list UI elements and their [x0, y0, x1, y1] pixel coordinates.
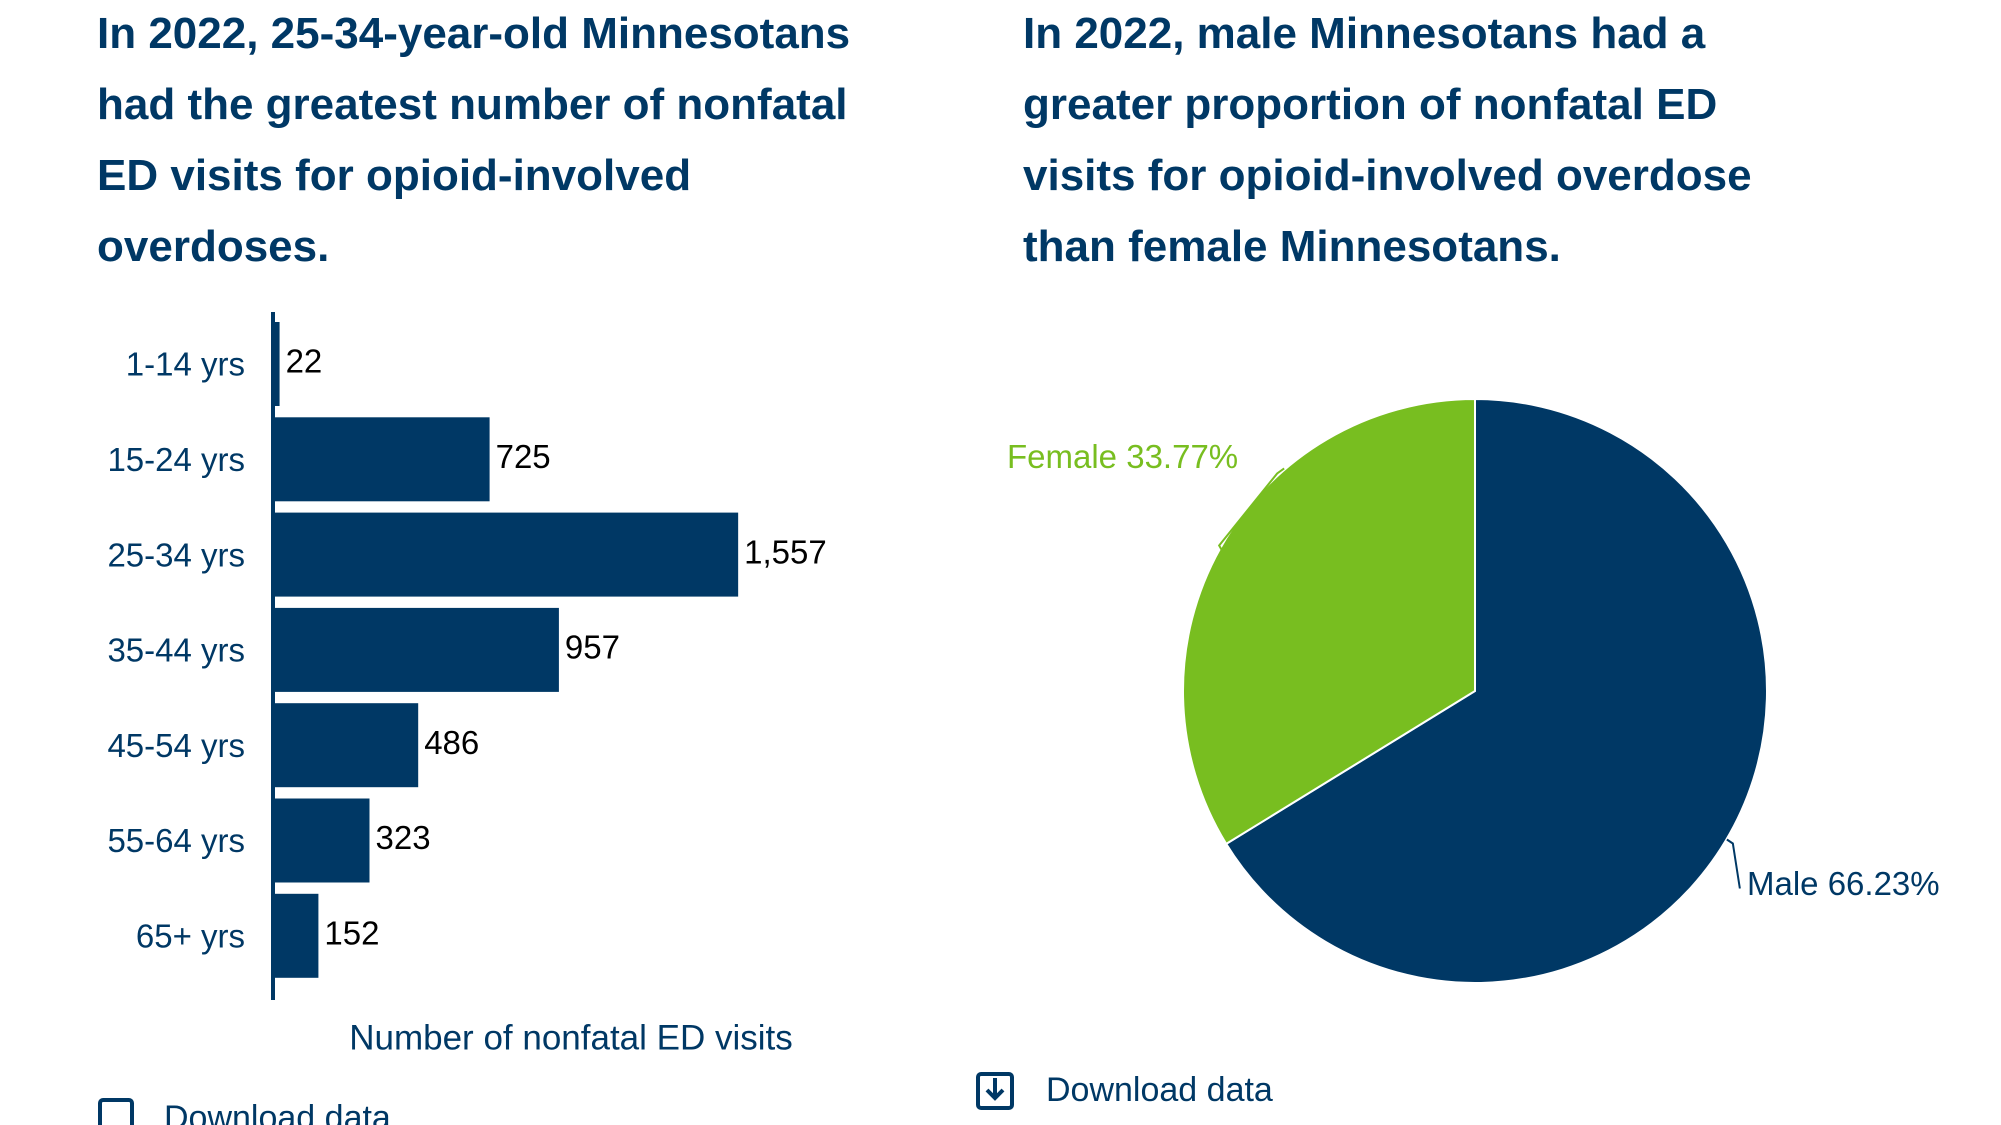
pie-title: In 2022, male Minnesotans had a greater … — [1023, 9, 1752, 271]
value-label: 1,557 — [744, 533, 827, 570]
y-tick-label: 25-34 yrs — [107, 536, 245, 573]
download-text[interactable]: Download data — [1046, 1071, 1273, 1109]
slice-category: Female — [1007, 438, 1117, 475]
slice-label: Female 33.77% — [1007, 438, 1238, 475]
y-tick-label: 15-24 yrs — [107, 441, 245, 478]
bar-title: In 2022, 25-34-year-old Minnesotans had … — [97, 9, 851, 271]
bar — [273, 607, 559, 692]
slice-category: Male — [1747, 865, 1819, 902]
value-label: 725 — [496, 438, 551, 475]
bar — [273, 417, 490, 502]
download-icon — [976, 1072, 1014, 1110]
slice-label: Male 66.23% — [1747, 865, 1940, 902]
value-label: 957 — [565, 629, 620, 666]
download-icon — [98, 1098, 134, 1125]
leader-line — [1217, 467, 1285, 553]
value-label: 152 — [324, 915, 379, 952]
y-tick-label: 45-54 yrs — [107, 727, 245, 764]
y-tick-label: 65+ yrs — [136, 918, 245, 955]
download-link[interactable]: Download data — [98, 1098, 391, 1125]
y-tick-label: 35-44 yrs — [107, 632, 245, 669]
value-label: 486 — [424, 724, 479, 761]
leader-line — [1726, 838, 1741, 889]
bar — [273, 703, 419, 788]
bar — [273, 798, 370, 883]
bar — [273, 322, 280, 406]
value-label: 22 — [286, 343, 323, 380]
download-link[interactable]: Download data — [976, 1071, 1273, 1110]
x-axis-title: Number of nonfatal ED visits — [349, 1018, 793, 1057]
download-text[interactable]: Download data — [164, 1099, 391, 1125]
y-tick-label: 55-64 yrs — [107, 822, 245, 859]
slice-value: 66.23% — [1828, 865, 1940, 902]
pie-slice — [1224, 397, 1768, 984]
bar — [273, 893, 319, 978]
slice-value: 33.77% — [1126, 438, 1238, 475]
download-arrow — [985, 1078, 1005, 1101]
bar — [273, 512, 739, 597]
value-label: 323 — [375, 819, 430, 856]
y-tick-label: 1-14 yrs — [126, 346, 245, 383]
